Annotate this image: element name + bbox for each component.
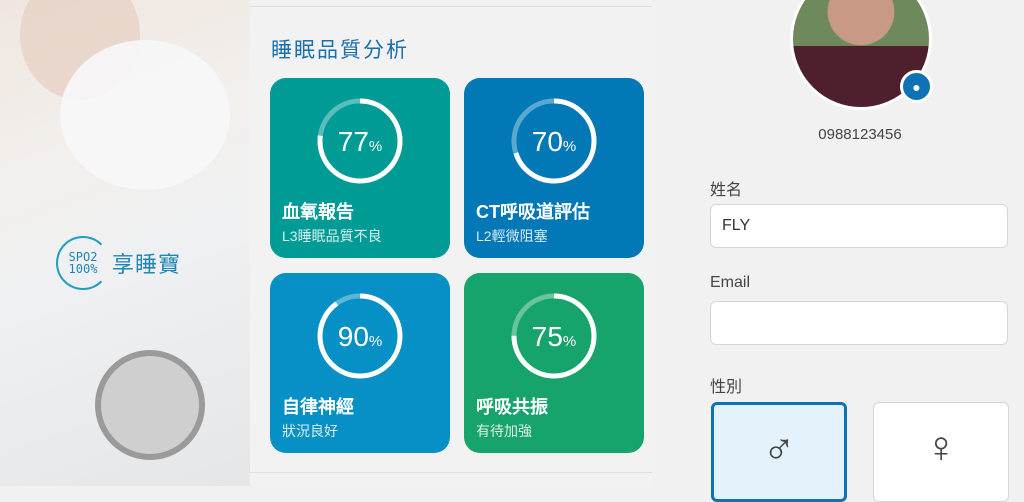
phone-number: 0988123456 [818, 126, 902, 143]
gender-female-button[interactable]: ♀ [873, 402, 1009, 502]
female-icon: ♀ [924, 423, 958, 472]
card-title: 自律神經 [282, 397, 354, 417]
alarm-clock-image [95, 350, 205, 460]
analysis-card[interactable]: 70% CT呼吸道評估 L2輕微阻塞 [464, 78, 644, 258]
email-label: Email [710, 274, 751, 291]
profile-panel: ● 0988123456 姓名 Email 性別 ♂ ♀ [652, 0, 1024, 502]
progress-ring [511, 98, 597, 184]
gender-male-button[interactable]: ♂ [711, 402, 847, 502]
logo-100: 100% [68, 262, 98, 276]
card-status: L3睡眠品質不良 [282, 228, 382, 244]
card-status: L2輕微阻塞 [476, 228, 548, 244]
gender-label: 性別 [710, 379, 743, 396]
percent-value: 77% [337, 126, 383, 157]
camera-icon[interactable]: ● [900, 70, 933, 103]
analysis-card[interactable]: 77% 血氧報告 L3睡眠品質不良 [270, 78, 450, 258]
percent-value: 90% [337, 321, 383, 352]
analysis-card[interactable]: 75% 呼吸共振 有待加強 [464, 273, 644, 453]
logo-spo2: SPO2 [68, 250, 98, 264]
progress-ring [317, 98, 403, 184]
card-status: 有待加強 [476, 423, 532, 439]
card-title: CT呼吸道評估 [476, 202, 590, 222]
card-status: 狀況良好 [282, 423, 338, 439]
section-title: 睡眠品質分析 [271, 39, 409, 62]
progress-ring [317, 293, 403, 379]
percent-value: 70% [531, 126, 577, 157]
brand-logo: SPO2 100% 享睡寶 [56, 236, 181, 290]
card-title: 血氧報告 [282, 202, 354, 222]
email-input[interactable] [710, 301, 1008, 345]
hero-image-panel: SPO2 100% 享睡寶 [0, 0, 250, 486]
percent-value: 75% [531, 321, 577, 352]
male-icon: ♂ [762, 425, 796, 474]
card-title: 呼吸共振 [476, 397, 548, 417]
sleep-analysis-panel: 睡眠品質分析 77% 血氧報告 L3睡眠品質不良 70% CT呼吸道評估 L2輕… [250, 0, 652, 486]
name-input[interactable] [710, 204, 1008, 248]
analysis-card[interactable]: 90% 自律神經 狀況良好 [270, 273, 450, 453]
progress-ring [511, 293, 597, 379]
brand-name: 享睡寶 [112, 252, 182, 277]
name-label: 姓名 [710, 182, 743, 199]
